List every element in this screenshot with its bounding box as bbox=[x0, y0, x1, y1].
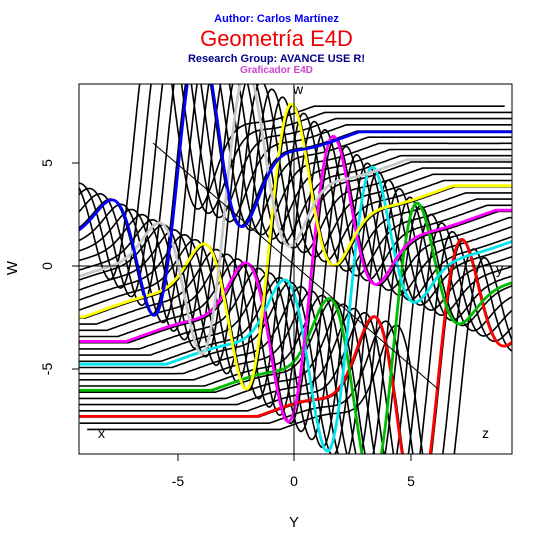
mesh-line bbox=[79, 128, 512, 417]
mesh-line bbox=[79, 205, 512, 454]
plot-title: Geometría E4D bbox=[200, 26, 353, 51]
mesh-line bbox=[79, 222, 512, 454]
mesh-line bbox=[79, 84, 512, 307]
mesh-line bbox=[79, 153, 512, 441]
mesh-line bbox=[79, 84, 512, 324]
colored-curve bbox=[79, 237, 512, 454]
mesh-line bbox=[79, 84, 512, 332]
mesh-line bbox=[79, 170, 512, 454]
colored-curve bbox=[79, 102, 512, 391]
y-tick-label: 5 bbox=[39, 159, 55, 167]
research-group-text: Research Group: AVANCE USE R! bbox=[187, 53, 366, 65]
z-axis-line bbox=[152, 142, 439, 390]
colored-curve bbox=[79, 201, 512, 454]
mesh-line bbox=[87, 256, 512, 454]
surface-mesh bbox=[79, 84, 512, 454]
colored-curve bbox=[79, 84, 512, 317]
mesh-line bbox=[79, 84, 512, 289]
y-tick-label: -5 bbox=[39, 363, 55, 376]
mesh-line bbox=[79, 84, 505, 281]
mesh-line bbox=[79, 231, 512, 454]
colored-curve bbox=[79, 134, 512, 424]
reference-axes bbox=[79, 84, 512, 454]
mesh-line bbox=[79, 84, 512, 358]
x-tick-label: 0 bbox=[290, 473, 298, 489]
w-direction-label: w bbox=[292, 81, 304, 97]
colored-curves bbox=[79, 84, 512, 454]
author-text: Author: Carlos Martínez bbox=[214, 13, 339, 25]
y-axis-label: W bbox=[4, 260, 21, 275]
mesh-line bbox=[79, 96, 512, 383]
mesh-line bbox=[79, 145, 512, 433]
x-axis-label: Y bbox=[289, 514, 299, 531]
colored-curve bbox=[79, 84, 512, 355]
x-tick-label: -5 bbox=[172, 473, 185, 489]
mesh-line bbox=[79, 196, 512, 454]
plot-frame bbox=[78, 83, 513, 455]
grapher-text: Graficador E4D bbox=[240, 65, 313, 76]
mesh-line bbox=[79, 213, 512, 454]
mesh-line bbox=[79, 248, 512, 454]
mesh-line bbox=[79, 84, 512, 341]
mesh-line bbox=[79, 84, 512, 350]
mesh-line bbox=[79, 84, 512, 298]
y-direction-label: y bbox=[496, 261, 503, 277]
mesh-line bbox=[79, 112, 512, 400]
mesh-line bbox=[79, 187, 512, 454]
mesh-line bbox=[79, 120, 512, 408]
mesh-line bbox=[79, 162, 512, 449]
mesh-line bbox=[79, 179, 512, 454]
y-ticks: -5 0 5 bbox=[39, 159, 79, 375]
x-tick-label: 5 bbox=[407, 473, 415, 489]
mesh-line bbox=[79, 104, 512, 392]
y-tick-label: 0 bbox=[39, 262, 55, 270]
colored-curve bbox=[79, 165, 512, 453]
x-direction-label: x bbox=[98, 425, 105, 441]
z-direction-label: z bbox=[482, 425, 489, 441]
x-ticks: -5 0 5 bbox=[172, 454, 415, 489]
